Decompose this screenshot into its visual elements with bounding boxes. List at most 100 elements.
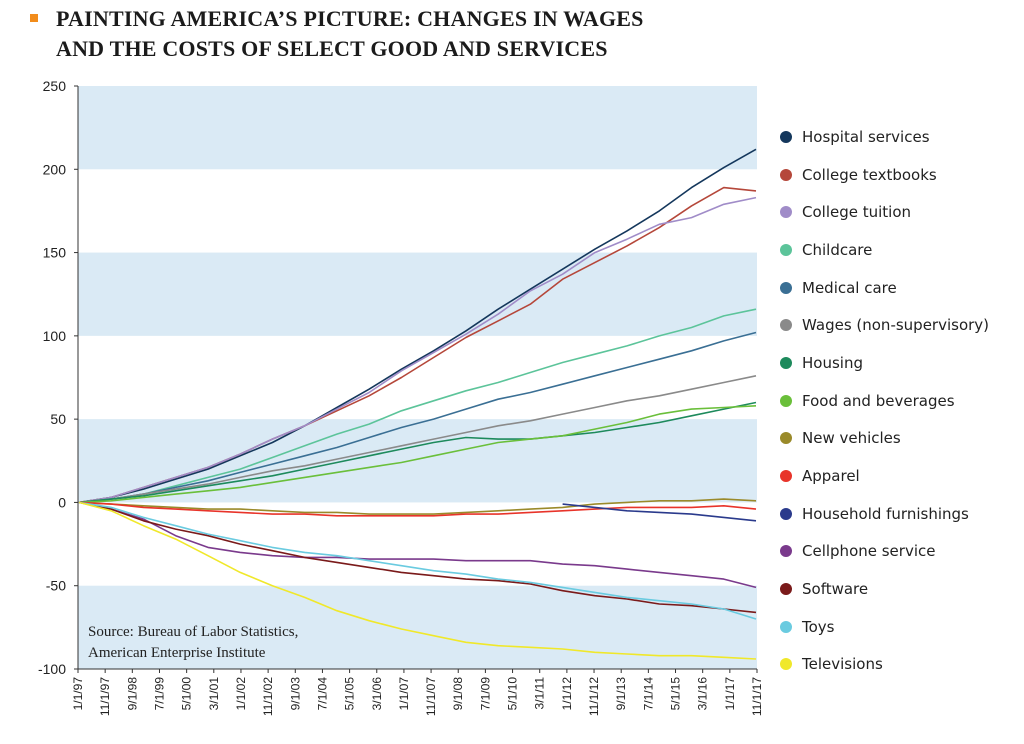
series-line [78,196,757,504]
x-tick-label: 11/1/02 [261,677,275,716]
x-tick-label: 1/1/12 [560,677,574,711]
series-line [78,501,757,589]
grid-band [78,86,757,170]
legend-label: Household furnishings [802,504,969,523]
source-line-2: American Enterprise Institute [88,645,266,661]
legend-item: Apparel [780,457,1020,495]
legend-label: College textbooks [802,165,937,184]
legend-marker-icon [780,394,792,407]
x-tick-label: 7/1/04 [315,677,329,711]
series-line [78,405,757,504]
x-tick-label: 5/1/10 [506,677,520,711]
legend-label: Cellphone service [802,542,936,561]
legend-marker-icon [780,243,792,256]
x-tick-label: 5/1/15 [669,677,683,711]
series-line [78,148,757,504]
series-lines [78,148,757,660]
legend-marker-icon [780,130,792,143]
series-line [78,501,757,660]
legend-marker-icon [780,281,792,294]
legend-label: Childcare [802,240,873,259]
source-note: Source: Bureau of Labor Statistics, Amer… [88,622,298,664]
series-line [78,331,757,504]
x-tick-label: 1/1/07 [397,677,411,711]
series-line [78,498,757,515]
legend-label: Televisions [802,655,883,674]
series-line [78,501,757,614]
grid-band [78,252,757,336]
x-tick-label: 1/1/17 [723,677,737,711]
legend-label: Toys [802,617,835,636]
legend-item: Childcare [780,231,1020,269]
legend-marker-icon [780,432,792,445]
series-line [562,503,757,522]
title-bullet-icon [30,14,38,22]
legend-label: Wages (non-supervisory) [802,316,990,335]
series-line [78,308,757,504]
x-tick-label: 7/1/09 [478,677,492,711]
x-tick-label: 3/1/16 [696,677,710,711]
legend-item: Housing [780,344,1020,382]
legend-label: New vehicles [802,429,901,448]
x-tick-label: 3/1/06 [370,677,384,711]
legend-item: Food and beverages [780,382,1020,420]
legend-marker-icon [780,620,792,633]
y-tick-label: 100 [43,328,67,344]
background-bands [78,86,757,669]
legend-marker-icon [780,206,792,219]
source-line-1: Source: Bureau of Labor Statistics, [88,624,299,640]
x-tick-label: 11/1/17 [750,677,764,716]
x-tick-label: 11/1/97 [98,677,112,716]
legend-marker-icon [780,545,792,558]
legend-item: New vehicles [780,420,1020,458]
legend-item: College tuition [780,193,1020,231]
legend-marker-icon [780,583,792,596]
legend-marker-icon [780,470,792,483]
y-tick-label: 250 [43,78,67,94]
title-line-2: AND THE COSTS OF SELECT GOOD AND SERVICE… [56,36,608,61]
x-tick-label: 3/1/01 [207,677,221,711]
legend-label: College tuition [802,203,912,222]
x-tick-label: 11/1/07 [424,677,438,716]
legend-item: Wages (non-supervisory) [780,306,1020,344]
y-tick-label: -50 [46,578,66,594]
legend-marker-icon [780,507,792,520]
legend-label: Medical care [802,278,897,297]
legend-item: Hospital services [780,118,1020,156]
legend: Hospital services College textbooks Colleg… [780,118,1020,683]
y-axis-ticks: -100 -50 0 50 100 150 200 250 [38,78,78,677]
series-line [78,375,757,504]
legend-marker-icon [780,319,792,332]
legend-item: Software [780,570,1020,608]
title-line-1: PAINTING AMERICA’S PICTURE: CHANGES IN W… [56,6,644,31]
legend-marker-icon [780,168,792,181]
x-tick-label: 7/1/99 [152,677,166,711]
y-tick-label: 50 [50,411,66,427]
legend-item: College textbooks [780,156,1020,194]
x-tick-label: 9/1/13 [614,677,628,711]
x-tick-label: 9/1/08 [451,677,465,711]
x-tick-label: 1/1/02 [234,677,248,711]
legend-item: Televisions [780,646,1020,684]
y-tick-label: -100 [38,661,66,677]
legend-label: Hospital services [802,127,930,146]
x-tick-label: 3/1/11 [533,677,547,710]
legend-label: Software [802,580,869,599]
y-tick-label: 200 [43,161,67,177]
legend-marker-icon [780,658,792,671]
x-axis-ticks: 1/1/97 11/1/97 9/1/98 7/1/99 5/1/00 3/1/01 1/1… [71,669,764,716]
legend-label: Apparel [802,467,860,486]
legend-marker-icon [780,356,792,369]
series-line [78,501,757,517]
y-tick-label: 0 [58,494,66,510]
legend-label: Housing [802,353,863,372]
x-tick-label: 1/1/97 [71,677,85,711]
series-line [78,501,757,620]
legend-item: Toys [780,608,1020,646]
x-tick-label: 5/1/00 [180,677,194,711]
x-tick-label: 9/1/98 [125,677,139,711]
legend-item: Medical care [780,269,1020,307]
x-tick-label: 5/1/05 [343,677,357,711]
legend-label: Food and beverages [802,391,955,410]
